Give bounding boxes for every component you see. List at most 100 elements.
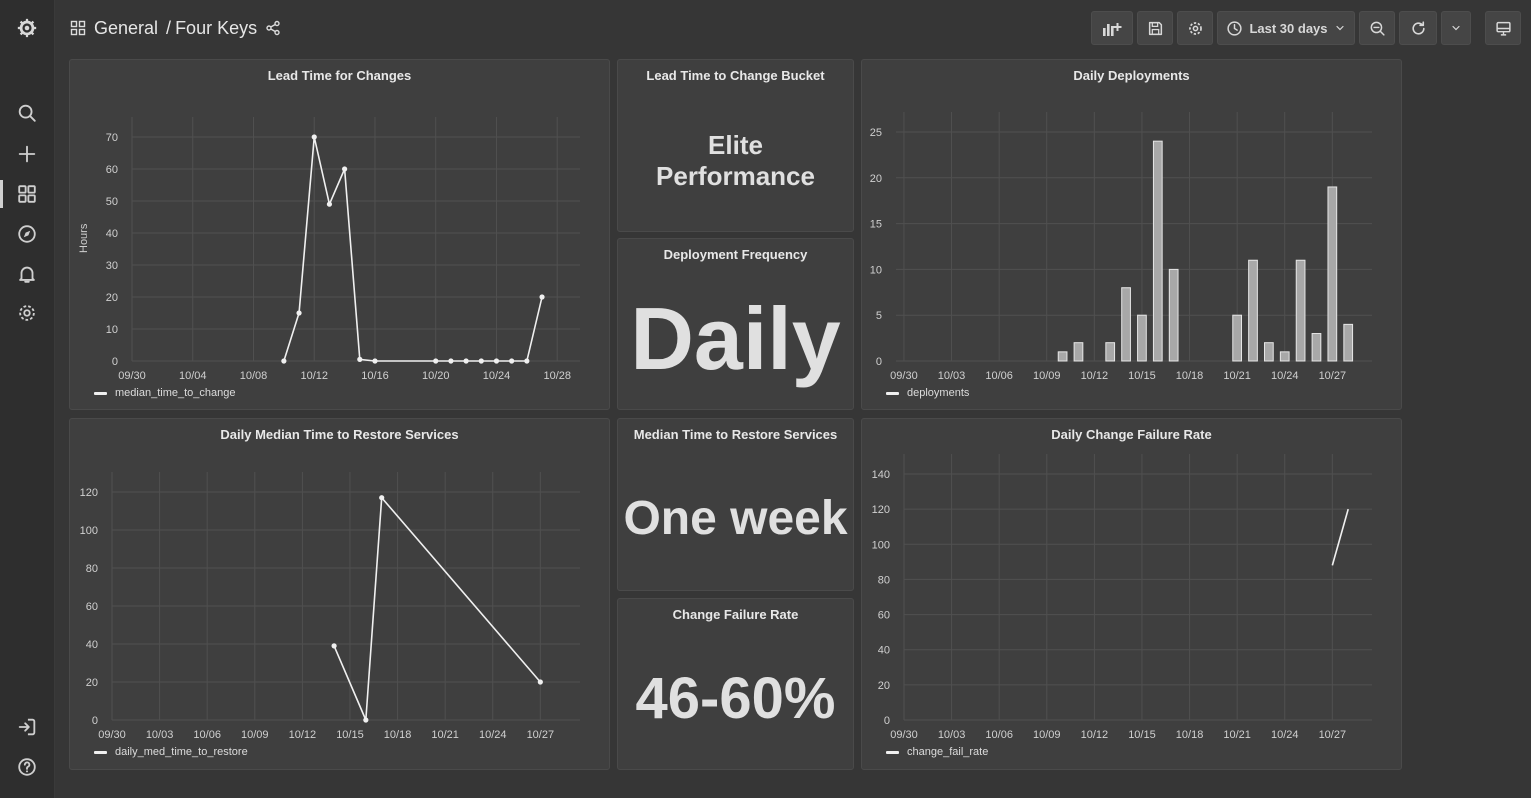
panel-lead-time-bucket[interactable]: Lead Time to Change Bucket Elite Perform… — [617, 59, 854, 232]
dashboard-title[interactable]: Four Keys — [175, 17, 258, 38]
share-icon[interactable] — [265, 20, 281, 36]
x-tick-label: 10/09 — [241, 729, 269, 741]
x-tick-label: 10/12 — [1081, 729, 1109, 741]
sign-in-icon[interactable] — [0, 711, 54, 743]
y-tick-label: 40 — [106, 228, 118, 240]
bar — [1073, 342, 1084, 362]
panel-title: Deployment Frequency — [663, 247, 808, 262]
data-point — [296, 310, 302, 316]
stat-value: Elite Performance — [618, 130, 853, 192]
bar — [1279, 351, 1290, 362]
data-point — [539, 294, 545, 300]
panel-median-time-to-restore[interactable]: Median Time to Restore Services One week — [617, 418, 854, 591]
y-tick-label: 140 — [872, 469, 890, 481]
create-plus-icon[interactable] — [0, 138, 54, 170]
y-tick-label: 120 — [872, 504, 890, 516]
x-tick-label: 10/21 — [1223, 370, 1251, 382]
y-tick-label: 0 — [112, 356, 118, 368]
y-tick-label: 80 — [878, 574, 890, 586]
daily-deployments-chart: 0 5 10 15 20 25 09/30 10/03 10/06 10/09 10/12 10/15… — [870, 112, 1372, 382]
zoom-out-icon — [1370, 21, 1385, 36]
legend-label: change_fail_rate — [907, 746, 989, 758]
y-tick-label: 40 — [878, 645, 890, 657]
add-panel-button[interactable] — [1091, 11, 1133, 45]
y-tick-label: 0 — [92, 715, 98, 727]
chevron-down-icon — [1336, 25, 1344, 31]
navbar-actions: Last 30 days — [1091, 11, 1521, 45]
y-tick-label: 60 — [878, 610, 890, 622]
panel-title: Change Failure Rate — [672, 607, 799, 622]
zoom-out-button[interactable] — [1359, 11, 1395, 45]
x-tick-label: 10/24 — [1271, 370, 1299, 382]
time-picker-button[interactable]: Last 30 days — [1217, 11, 1355, 45]
x-tick-label: 10/15 — [1128, 729, 1156, 741]
x-tick-label: 10/06 — [985, 370, 1013, 382]
data-point — [363, 717, 369, 723]
grafana-logo-icon[interactable] — [0, 10, 54, 46]
legend-swatch — [94, 750, 107, 754]
settings-gear-icon — [1188, 21, 1202, 35]
y-tick-label: 30 — [106, 260, 118, 272]
y-tick-label: 0 — [884, 715, 890, 727]
y-tick-label: 10 — [106, 324, 118, 336]
legend-swatch — [886, 391, 899, 395]
panel-title: Lead Time to Change Bucket — [646, 68, 825, 83]
panel-daily-change-failure-rate[interactable]: Daily Change Failure Rate 0 20 40 60 80 100 12… — [861, 418, 1402, 770]
panel-deployment-frequency[interactable]: Deployment Frequency Daily — [617, 238, 854, 410]
data-point — [463, 358, 469, 364]
cycle-view-mode-button[interactable] — [1485, 11, 1521, 45]
add-panel-icon — [1103, 22, 1122, 36]
panel-lead-time-for-changes[interactable]: Lead Time for Changes Hours 0 10 20 30 40 50 6… — [69, 59, 610, 410]
breadcrumb-separator: / — [166, 17, 172, 38]
refresh-interval-button[interactable] — [1441, 11, 1471, 45]
legend-item[interactable]: daily_med_time_to_restore — [94, 746, 248, 758]
y-tick-label: 80 — [86, 563, 98, 575]
time-range-label: Last 30 days — [1249, 20, 1328, 36]
search-icon[interactable] — [0, 97, 54, 129]
dashboard-settings-button[interactable] — [1177, 11, 1213, 45]
explore-compass-icon[interactable] — [0, 218, 54, 250]
panel-change-failure-rate[interactable]: Change Failure Rate 46-60% — [617, 598, 854, 770]
data-point — [524, 358, 530, 364]
data-point — [372, 358, 378, 364]
panel-title: Lead Time for Changes — [267, 68, 412, 83]
monitor-icon — [1495, 21, 1511, 36]
panel-title: Daily Median Time to Restore Services — [220, 427, 459, 442]
y-tick-label: 20 — [106, 292, 118, 304]
folder-link[interactable]: General — [94, 17, 159, 38]
chevron-down-icon — [1452, 25, 1460, 31]
y-tick-label: 40 — [86, 639, 98, 651]
stat-value: 46-60% — [635, 666, 836, 731]
save-dashboard-button[interactable] — [1137, 11, 1173, 45]
help-icon[interactable] — [0, 751, 54, 783]
configuration-gear-icon[interactable] — [0, 297, 54, 329]
series-line — [333, 495, 541, 721]
bar — [1327, 186, 1338, 362]
legend-item[interactable]: change_fail_rate — [886, 746, 988, 758]
panel-daily-median-time-to-restore[interactable]: Daily Median Time to Restore Services 0 2… — [69, 418, 610, 770]
dashboards-icon[interactable] — [0, 178, 54, 210]
dashboard-grid-icon — [70, 20, 86, 36]
stat-value: One week — [623, 492, 848, 545]
y-tick-label: 10 — [870, 264, 882, 276]
legend-label: deployments — [907, 387, 970, 399]
alerting-bell-icon[interactable] — [0, 258, 54, 290]
change-failure-rate-chart: 0 20 40 60 80 100 120 140 09/30 10/03 10/06 10/09 10… — [872, 454, 1372, 741]
bar — [1232, 314, 1242, 362]
grafana-logo-icon — [17, 18, 37, 38]
stat-value: Daily — [630, 289, 841, 388]
data-point — [537, 679, 543, 685]
refresh-button[interactable] — [1399, 11, 1437, 45]
x-tick-label: 10/21 — [431, 729, 459, 741]
legend-item[interactable]: median_time_to_change — [94, 387, 235, 399]
bar — [1343, 323, 1354, 362]
x-tick-label: 10/09 — [1033, 729, 1061, 741]
y-tick-label: 60 — [106, 164, 118, 176]
stat-value-line: Elite — [708, 130, 763, 160]
panel-daily-deployments[interactable]: Daily Deployments 0 5 10 15 20 25 09/30 10/03 10… — [861, 59, 1402, 410]
legend-item[interactable]: deployments — [886, 387, 969, 399]
data-point — [493, 358, 500, 364]
lead-time-chart: 0 10 20 30 40 50 60 70 09/30 10/04 10/08 10/12 10/16… — [106, 117, 580, 382]
data-point — [433, 358, 439, 364]
y-tick-label: 50 — [106, 196, 118, 208]
